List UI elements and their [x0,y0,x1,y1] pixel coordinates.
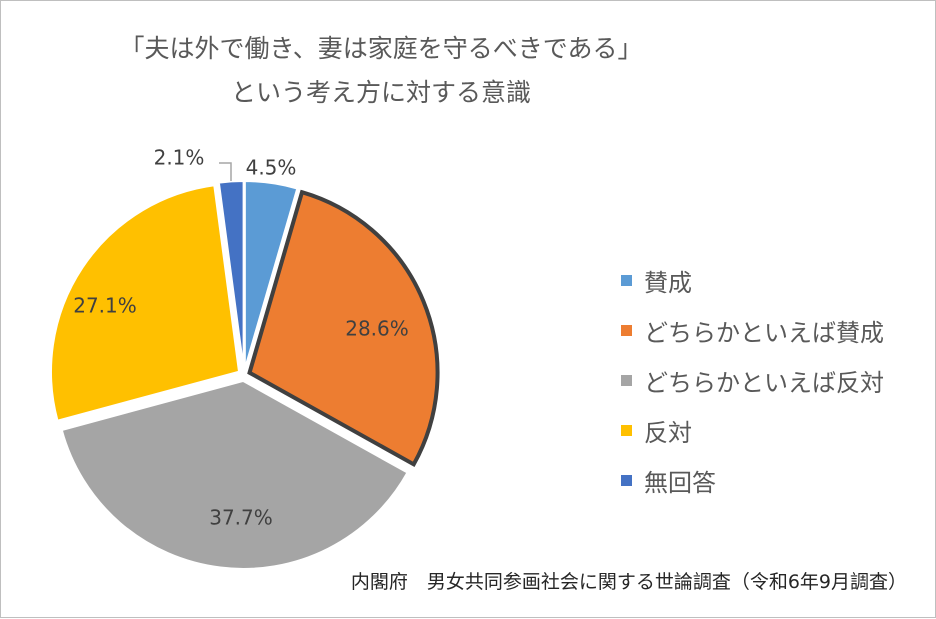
chart-title-line-1: 「夫は外で働き、妻は家庭を守るべきである」 [119,34,643,63]
legend: 賛成どちらかといえば賛成 どちらかといえば反対 反対無回答 [621,255,884,505]
legend-label: どちらかといえば反対 [644,368,884,397]
data-label-4: 27.1% [73,294,137,318]
chart-title-line-2: という考え方に対する意識 [230,78,531,107]
legend-label: 反対 [644,418,692,447]
data-label-5: 2.1% [154,146,205,170]
leader-line [219,162,232,181]
legend-item-3: どちらかといえば反対 [621,355,884,405]
legend-swatch [621,274,632,286]
legend-label: 賛成 [644,268,692,297]
data-label-1: 4.5% [246,156,297,180]
legend-item-5: 無回答 [621,455,884,505]
pie-slice-4 [50,184,241,422]
legend-item-2: どちらかといえば賛成 [621,305,884,355]
pie-slice-1 [243,180,299,370]
legend-label: どちらかといえば賛成 [644,318,884,347]
legend-item-1: 賛成 [621,255,884,305]
legend-item-4: 反対 [621,405,884,455]
legend-swatch [621,374,632,386]
legend-label: 無回答 [644,468,716,497]
pie-slice-5 [217,180,245,370]
source-note: 内閣府 男女共同参画社会に関する世論調査（令和6年9月調査） [350,571,907,593]
legend-swatch [621,424,632,436]
pie-slice-3 [60,379,409,570]
data-label-3: 37.7% [209,506,273,530]
pie-slice-2 [247,189,440,468]
legend-swatch [621,474,632,486]
data-label-2: 28.6% [345,317,409,341]
legend-swatch [621,324,632,336]
chart-title: 「夫は外で働き、妻は家庭を守るべきである」 という考え方に対する意識 [1,27,936,115]
